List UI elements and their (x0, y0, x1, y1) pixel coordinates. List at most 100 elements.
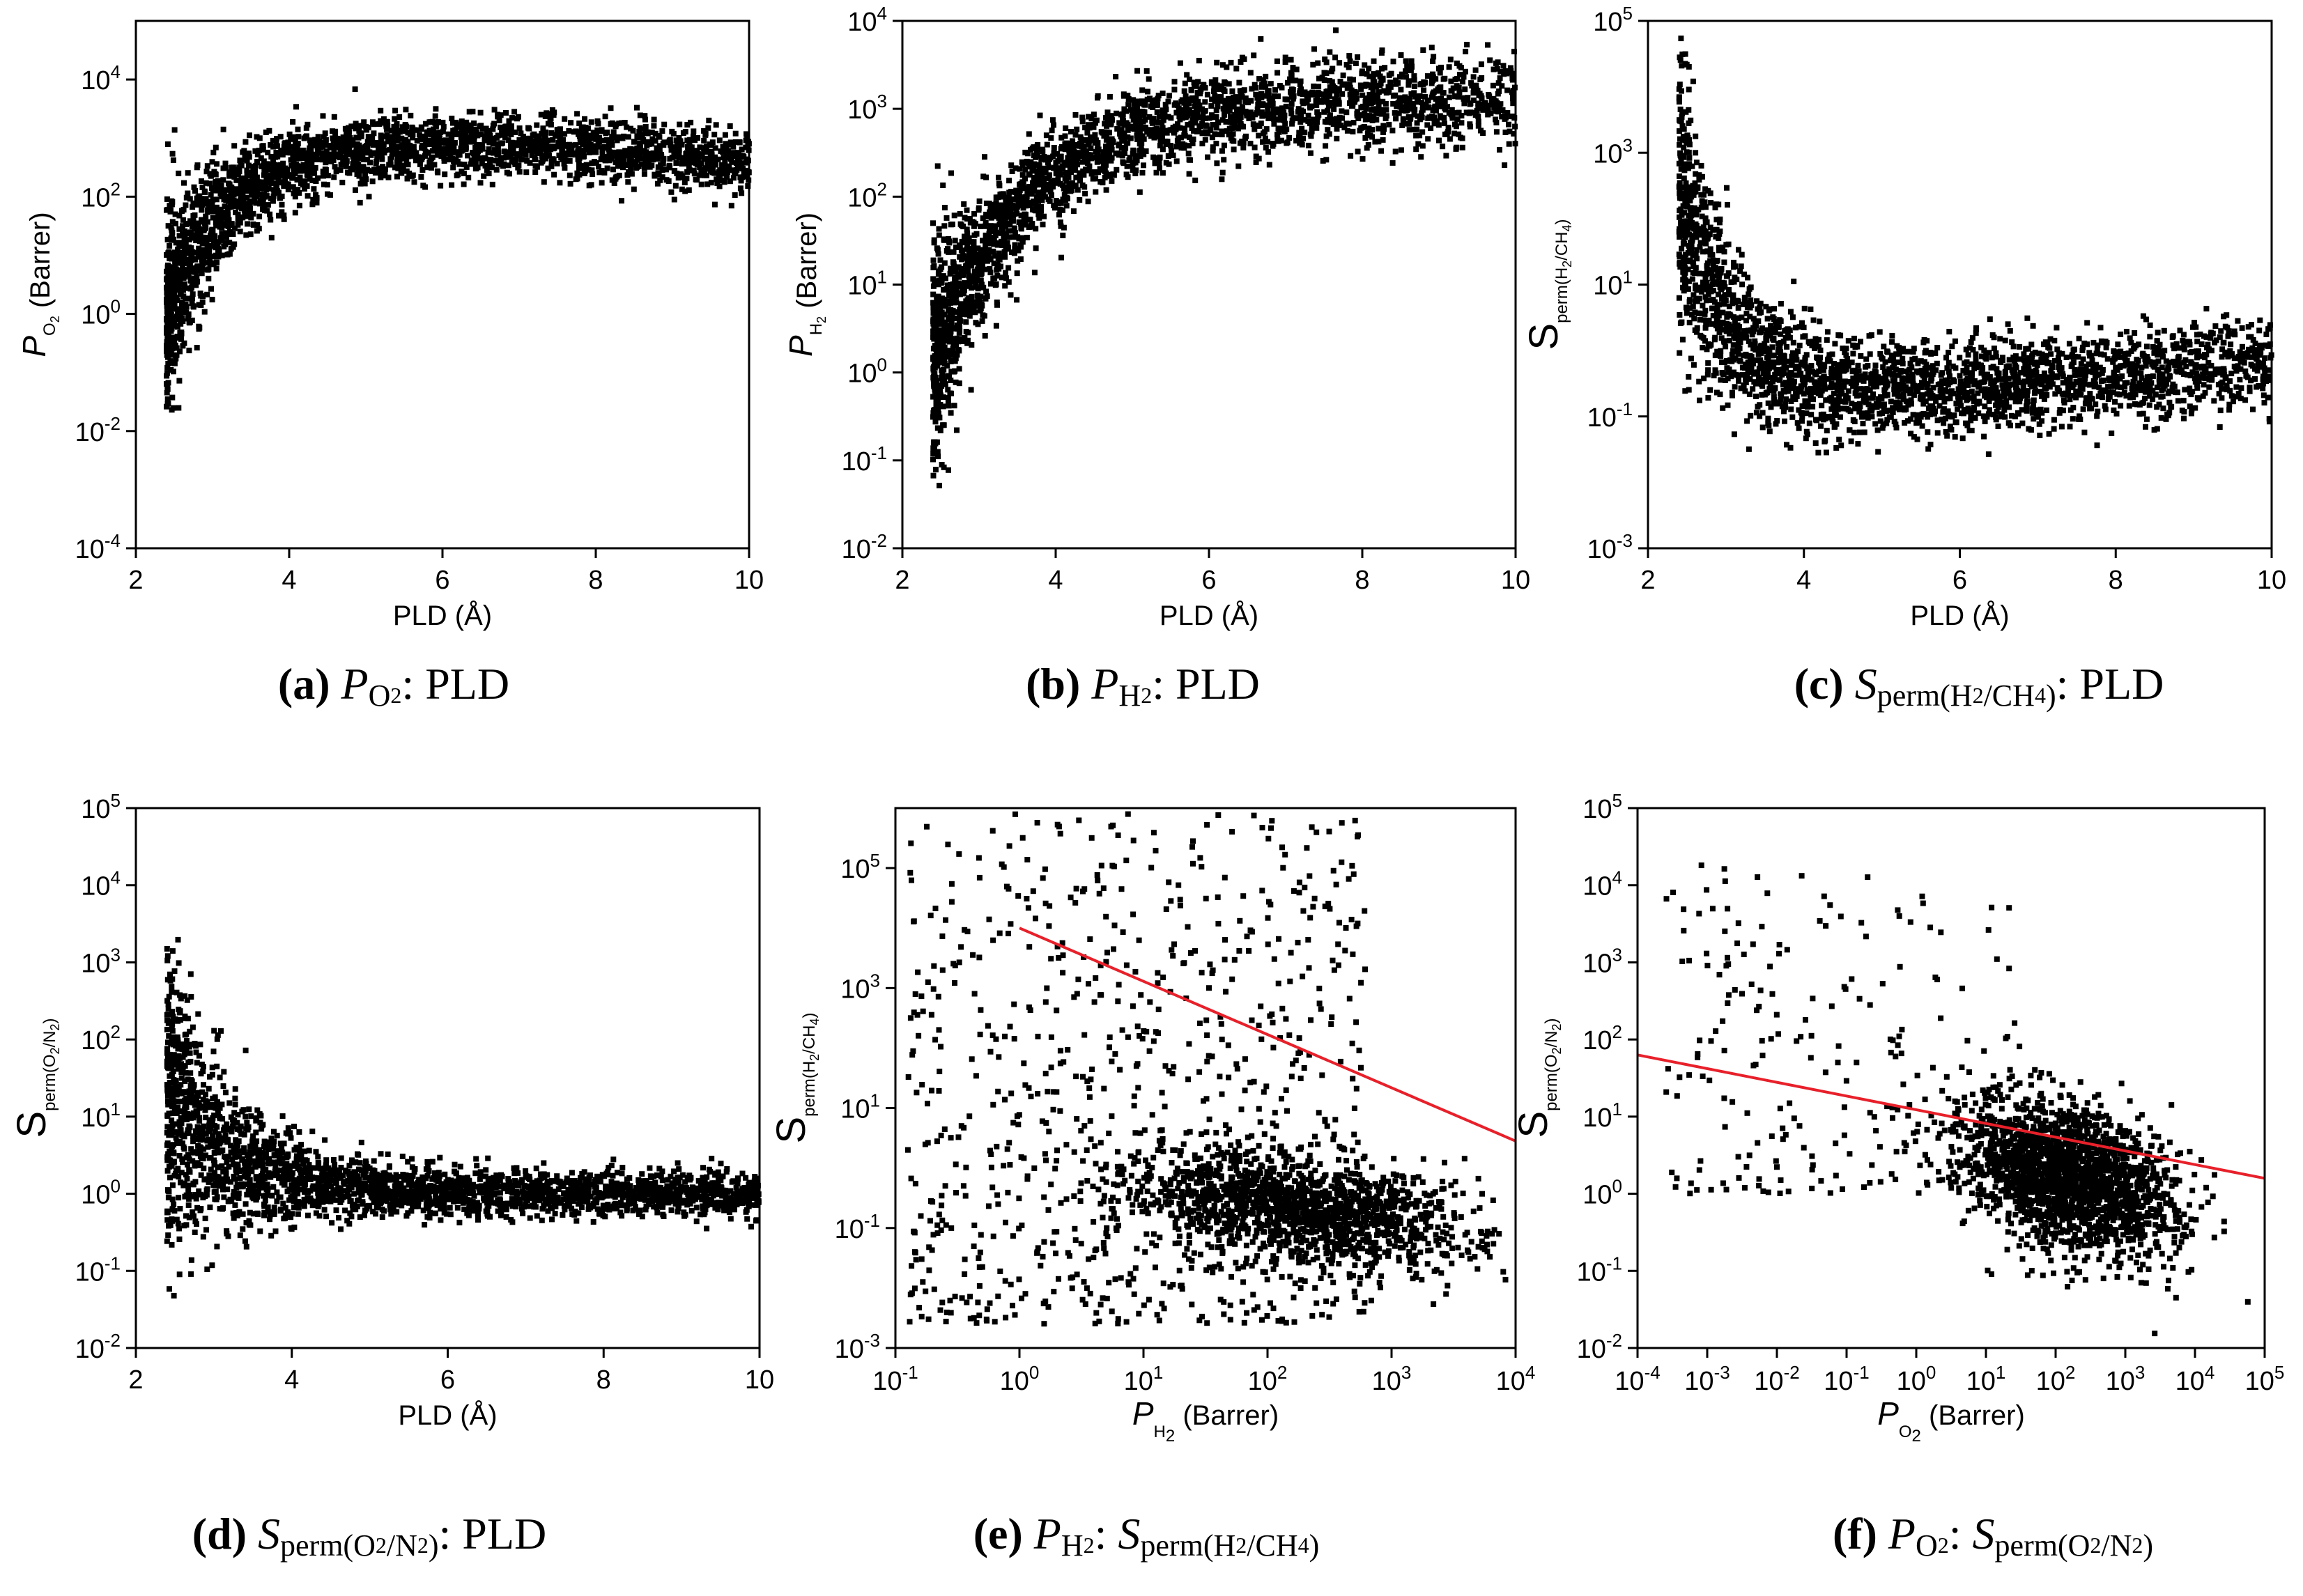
data-point (1072, 143, 1078, 149)
data-point (575, 148, 581, 154)
data-point (964, 246, 970, 252)
data-point (516, 137, 523, 143)
data-point (210, 260, 216, 266)
data-point (595, 121, 601, 127)
data-point (1376, 89, 1382, 95)
data-point (550, 144, 556, 150)
data-point (1026, 171, 1032, 178)
data-point (383, 118, 390, 125)
data-point (542, 114, 548, 119)
data-point (1006, 207, 1012, 212)
data-point (1141, 109, 1148, 115)
data-point (248, 188, 254, 194)
data-point (203, 201, 209, 207)
data-point (352, 156, 358, 162)
data-point (583, 137, 590, 144)
data-point (267, 211, 273, 217)
data-point (358, 155, 364, 162)
data-point (383, 166, 388, 172)
data-point (185, 316, 191, 322)
data-point (215, 245, 222, 251)
data-point (1012, 246, 1018, 252)
data-point (665, 139, 672, 146)
data-point (372, 170, 378, 176)
data-point (1339, 108, 1345, 114)
data-point (172, 250, 178, 256)
data-point (164, 252, 170, 258)
data-point (491, 135, 497, 141)
data-point (1364, 145, 1370, 151)
data-point (175, 316, 181, 323)
data-point (1288, 111, 1295, 116)
data-point (325, 157, 332, 164)
data-point (179, 300, 185, 306)
data-point (739, 190, 745, 196)
data-point (574, 176, 580, 182)
data-point (220, 177, 226, 183)
data-point (1447, 56, 1454, 63)
data-point (312, 164, 318, 171)
data-point (411, 179, 417, 185)
data-point (270, 157, 276, 162)
data-point (1263, 84, 1269, 90)
data-point (164, 364, 171, 371)
data-point (304, 183, 310, 189)
data-point (1175, 135, 1181, 141)
data-point (190, 218, 197, 224)
data-point (686, 167, 693, 173)
data-point (730, 144, 737, 150)
data-point (930, 413, 937, 419)
data-point (436, 119, 441, 125)
data-point (726, 141, 732, 148)
data-point (987, 226, 992, 232)
data-point (603, 154, 609, 160)
data-point (1003, 199, 1009, 205)
data-point (1213, 107, 1219, 114)
data-point (1240, 106, 1246, 112)
data-point (261, 171, 268, 177)
data-point (629, 162, 635, 167)
data-point (1063, 171, 1070, 177)
data-point (1428, 45, 1435, 51)
data-point (1214, 82, 1220, 88)
data-point (1297, 111, 1303, 117)
data-point (169, 233, 175, 239)
data-point (948, 222, 954, 228)
data-point (355, 143, 361, 149)
data-point (1006, 265, 1012, 271)
data-point (611, 180, 617, 186)
data-point (537, 150, 543, 155)
y-axis-label: PO2 (Barrer) (16, 212, 62, 357)
x-tick-label: 6 (435, 566, 449, 595)
data-point (1468, 80, 1474, 86)
data-point (1408, 68, 1414, 74)
data-point (1049, 127, 1055, 134)
data-point (1224, 100, 1231, 107)
data-point (1470, 74, 1477, 80)
data-point (1428, 125, 1434, 132)
data-point (1254, 95, 1261, 101)
data-point (442, 171, 448, 178)
data-point (182, 309, 188, 315)
data-point (176, 378, 183, 384)
data-point (1305, 142, 1311, 148)
data-point (164, 309, 171, 316)
data-point (939, 350, 946, 357)
data-point (1141, 151, 1147, 157)
data-point (458, 134, 464, 140)
data-point (1398, 52, 1404, 58)
data-point (1015, 258, 1021, 264)
data-point (576, 157, 582, 164)
data-point (311, 186, 317, 192)
data-point (975, 286, 981, 292)
data-point (1002, 283, 1008, 289)
data-point (245, 221, 250, 227)
data-point (645, 130, 651, 137)
data-point (199, 299, 206, 305)
data-point (1294, 116, 1300, 121)
data-point (1507, 69, 1513, 75)
data-point (505, 137, 511, 144)
data-point (943, 286, 950, 292)
data-point (490, 122, 496, 128)
data-point (190, 235, 197, 241)
